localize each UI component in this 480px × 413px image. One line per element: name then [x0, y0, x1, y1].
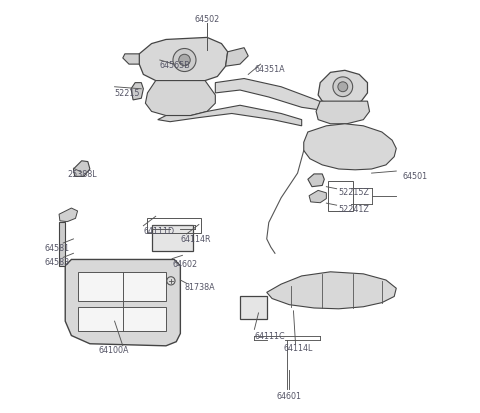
Text: 64565B: 64565B	[160, 60, 191, 69]
Text: 64114L: 64114L	[283, 344, 312, 353]
Polygon shape	[78, 272, 166, 301]
Text: 52241Z: 52241Z	[339, 204, 370, 213]
Polygon shape	[216, 79, 330, 112]
Text: 64501: 64501	[402, 171, 428, 180]
Polygon shape	[158, 106, 302, 126]
Polygon shape	[226, 49, 248, 67]
Text: 52215: 52215	[115, 89, 140, 98]
Polygon shape	[316, 102, 370, 124]
Circle shape	[173, 50, 196, 72]
Polygon shape	[59, 209, 78, 222]
Polygon shape	[78, 307, 166, 332]
Circle shape	[167, 277, 175, 285]
Polygon shape	[304, 124, 396, 171]
Polygon shape	[145, 81, 216, 116]
Text: 64601: 64601	[277, 391, 302, 400]
Polygon shape	[123, 55, 139, 65]
Circle shape	[179, 55, 190, 66]
Text: 81738A: 81738A	[184, 282, 215, 291]
Polygon shape	[318, 71, 368, 106]
Polygon shape	[309, 191, 326, 203]
Text: 64583: 64583	[45, 257, 70, 266]
FancyBboxPatch shape	[240, 297, 267, 319]
Polygon shape	[139, 38, 228, 83]
Text: 64111C: 64111C	[254, 331, 285, 340]
Text: 64581: 64581	[45, 243, 70, 252]
Text: 52215Z: 52215Z	[339, 188, 370, 197]
Text: 64602: 64602	[172, 259, 197, 268]
Text: 25388L: 25388L	[67, 169, 97, 178]
Text: 64351A: 64351A	[254, 64, 285, 74]
Text: 64100A: 64100A	[98, 346, 129, 355]
Text: 64502: 64502	[194, 15, 220, 24]
Polygon shape	[131, 83, 144, 101]
Polygon shape	[308, 175, 324, 187]
Text: 64111D: 64111D	[144, 227, 175, 235]
Circle shape	[338, 83, 348, 93]
Polygon shape	[73, 161, 90, 177]
Polygon shape	[59, 223, 65, 266]
Circle shape	[333, 78, 353, 97]
Polygon shape	[267, 272, 396, 309]
Text: 64114R: 64114R	[180, 235, 211, 244]
Polygon shape	[65, 260, 180, 346]
FancyBboxPatch shape	[152, 225, 192, 252]
